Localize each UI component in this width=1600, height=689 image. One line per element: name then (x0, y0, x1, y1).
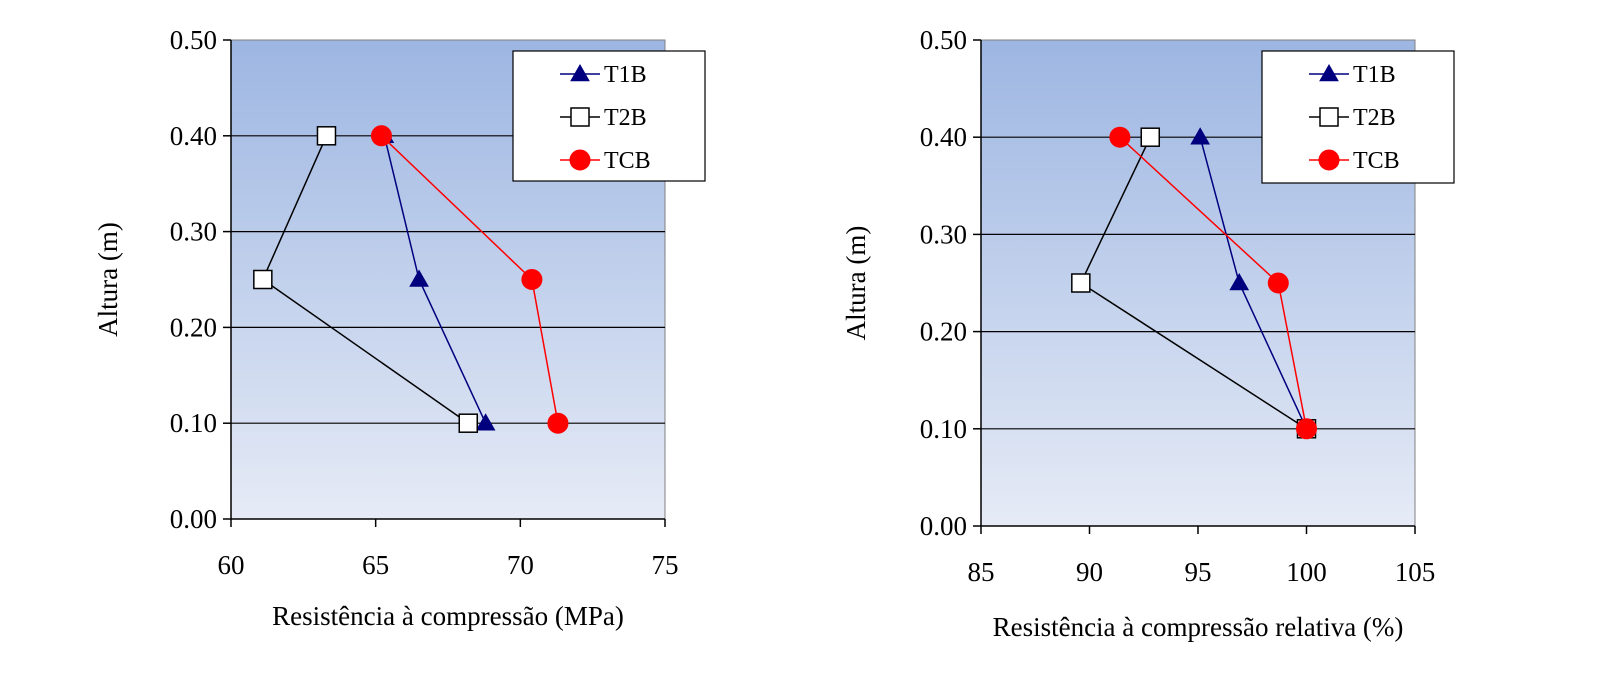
data-point (521, 269, 543, 290)
x-tick-label: 75 (652, 550, 679, 580)
data-point (370, 125, 392, 147)
data-point (316, 126, 337, 146)
data-point (475, 413, 496, 431)
y-tick-label: 0.10 (170, 408, 217, 438)
data-point (1190, 127, 1211, 145)
legend-marker (570, 107, 590, 127)
data-point (253, 269, 273, 290)
legend-marker (1319, 63, 1339, 82)
legend-marker (570, 63, 590, 82)
legend: T1B T2B TCB (512, 50, 706, 182)
legend-box (1261, 50, 1455, 184)
legend-label: TCB (604, 148, 651, 174)
x-tick-label: 65 (362, 550, 389, 580)
x-tick-label: 105 (1395, 557, 1436, 587)
data-point (1071, 273, 1091, 293)
legend-marker (1318, 149, 1340, 171)
legend-label: T1B (1353, 62, 1396, 88)
data-point (458, 413, 479, 433)
y-tick-label: 0.10 (920, 414, 967, 444)
y-tick-label: 0.50 (920, 25, 967, 55)
x-axis-title: Resistência à compressão (MPa) (272, 601, 624, 631)
y-tick-label: 0.30 (920, 219, 967, 249)
x-tick-label: 60 (218, 550, 245, 580)
data-point (1267, 272, 1289, 294)
y-tick-label: 0.00 (920, 511, 967, 541)
y-axis-title: Altura (m) (93, 222, 123, 337)
data-point (1109, 126, 1131, 148)
legend: T1B T2B TCB (1261, 50, 1455, 184)
x-tick-label: 90 (1076, 557, 1103, 587)
legend-box (512, 50, 706, 182)
x-tick-label: 85 (968, 557, 995, 587)
y-tick-label: 0.40 (170, 121, 217, 151)
data-point (1296, 418, 1317, 440)
legend-label: T2B (1353, 105, 1396, 131)
legend-label: T1B (604, 62, 647, 88)
y-axis-title: Altura (m) (841, 226, 871, 341)
x-tick-label: 95 (1185, 557, 1212, 587)
x-axis-title: Resistência à compressão relativa (%) (993, 612, 1404, 642)
y-tick-label: 0.40 (920, 122, 967, 152)
data-point (547, 412, 569, 434)
x-tick-label: 100 (1286, 557, 1327, 587)
y-tick-label: 0.50 (170, 25, 217, 55)
x-tick-label: 70 (507, 550, 534, 580)
series-tcb (1109, 126, 1317, 440)
data-point (1229, 272, 1250, 291)
chart-left: 0.00 0.10 0.20 0.30 0.40 0.50 60 65 70 75 Resistên… (93, 25, 706, 631)
chart-right: 0.00 0.10 0.20 0.30 0.40 0.50 85 90 95 100 105 Resi… (841, 25, 1455, 642)
series-t2b (253, 126, 479, 433)
y-tick-label: 0.20 (170, 312, 217, 342)
legend-marker (569, 149, 591, 171)
y-tick-label: 0.30 (170, 217, 217, 247)
legend-label: TCB (1353, 148, 1400, 174)
y-tick-label: 0.00 (170, 504, 217, 534)
legend-marker (1319, 107, 1339, 127)
series-tcb (370, 125, 569, 434)
data-point (409, 269, 429, 287)
data-point (1140, 127, 1161, 147)
y-tick-label: 0.20 (920, 317, 967, 347)
legend-label: T2B (604, 105, 647, 131)
